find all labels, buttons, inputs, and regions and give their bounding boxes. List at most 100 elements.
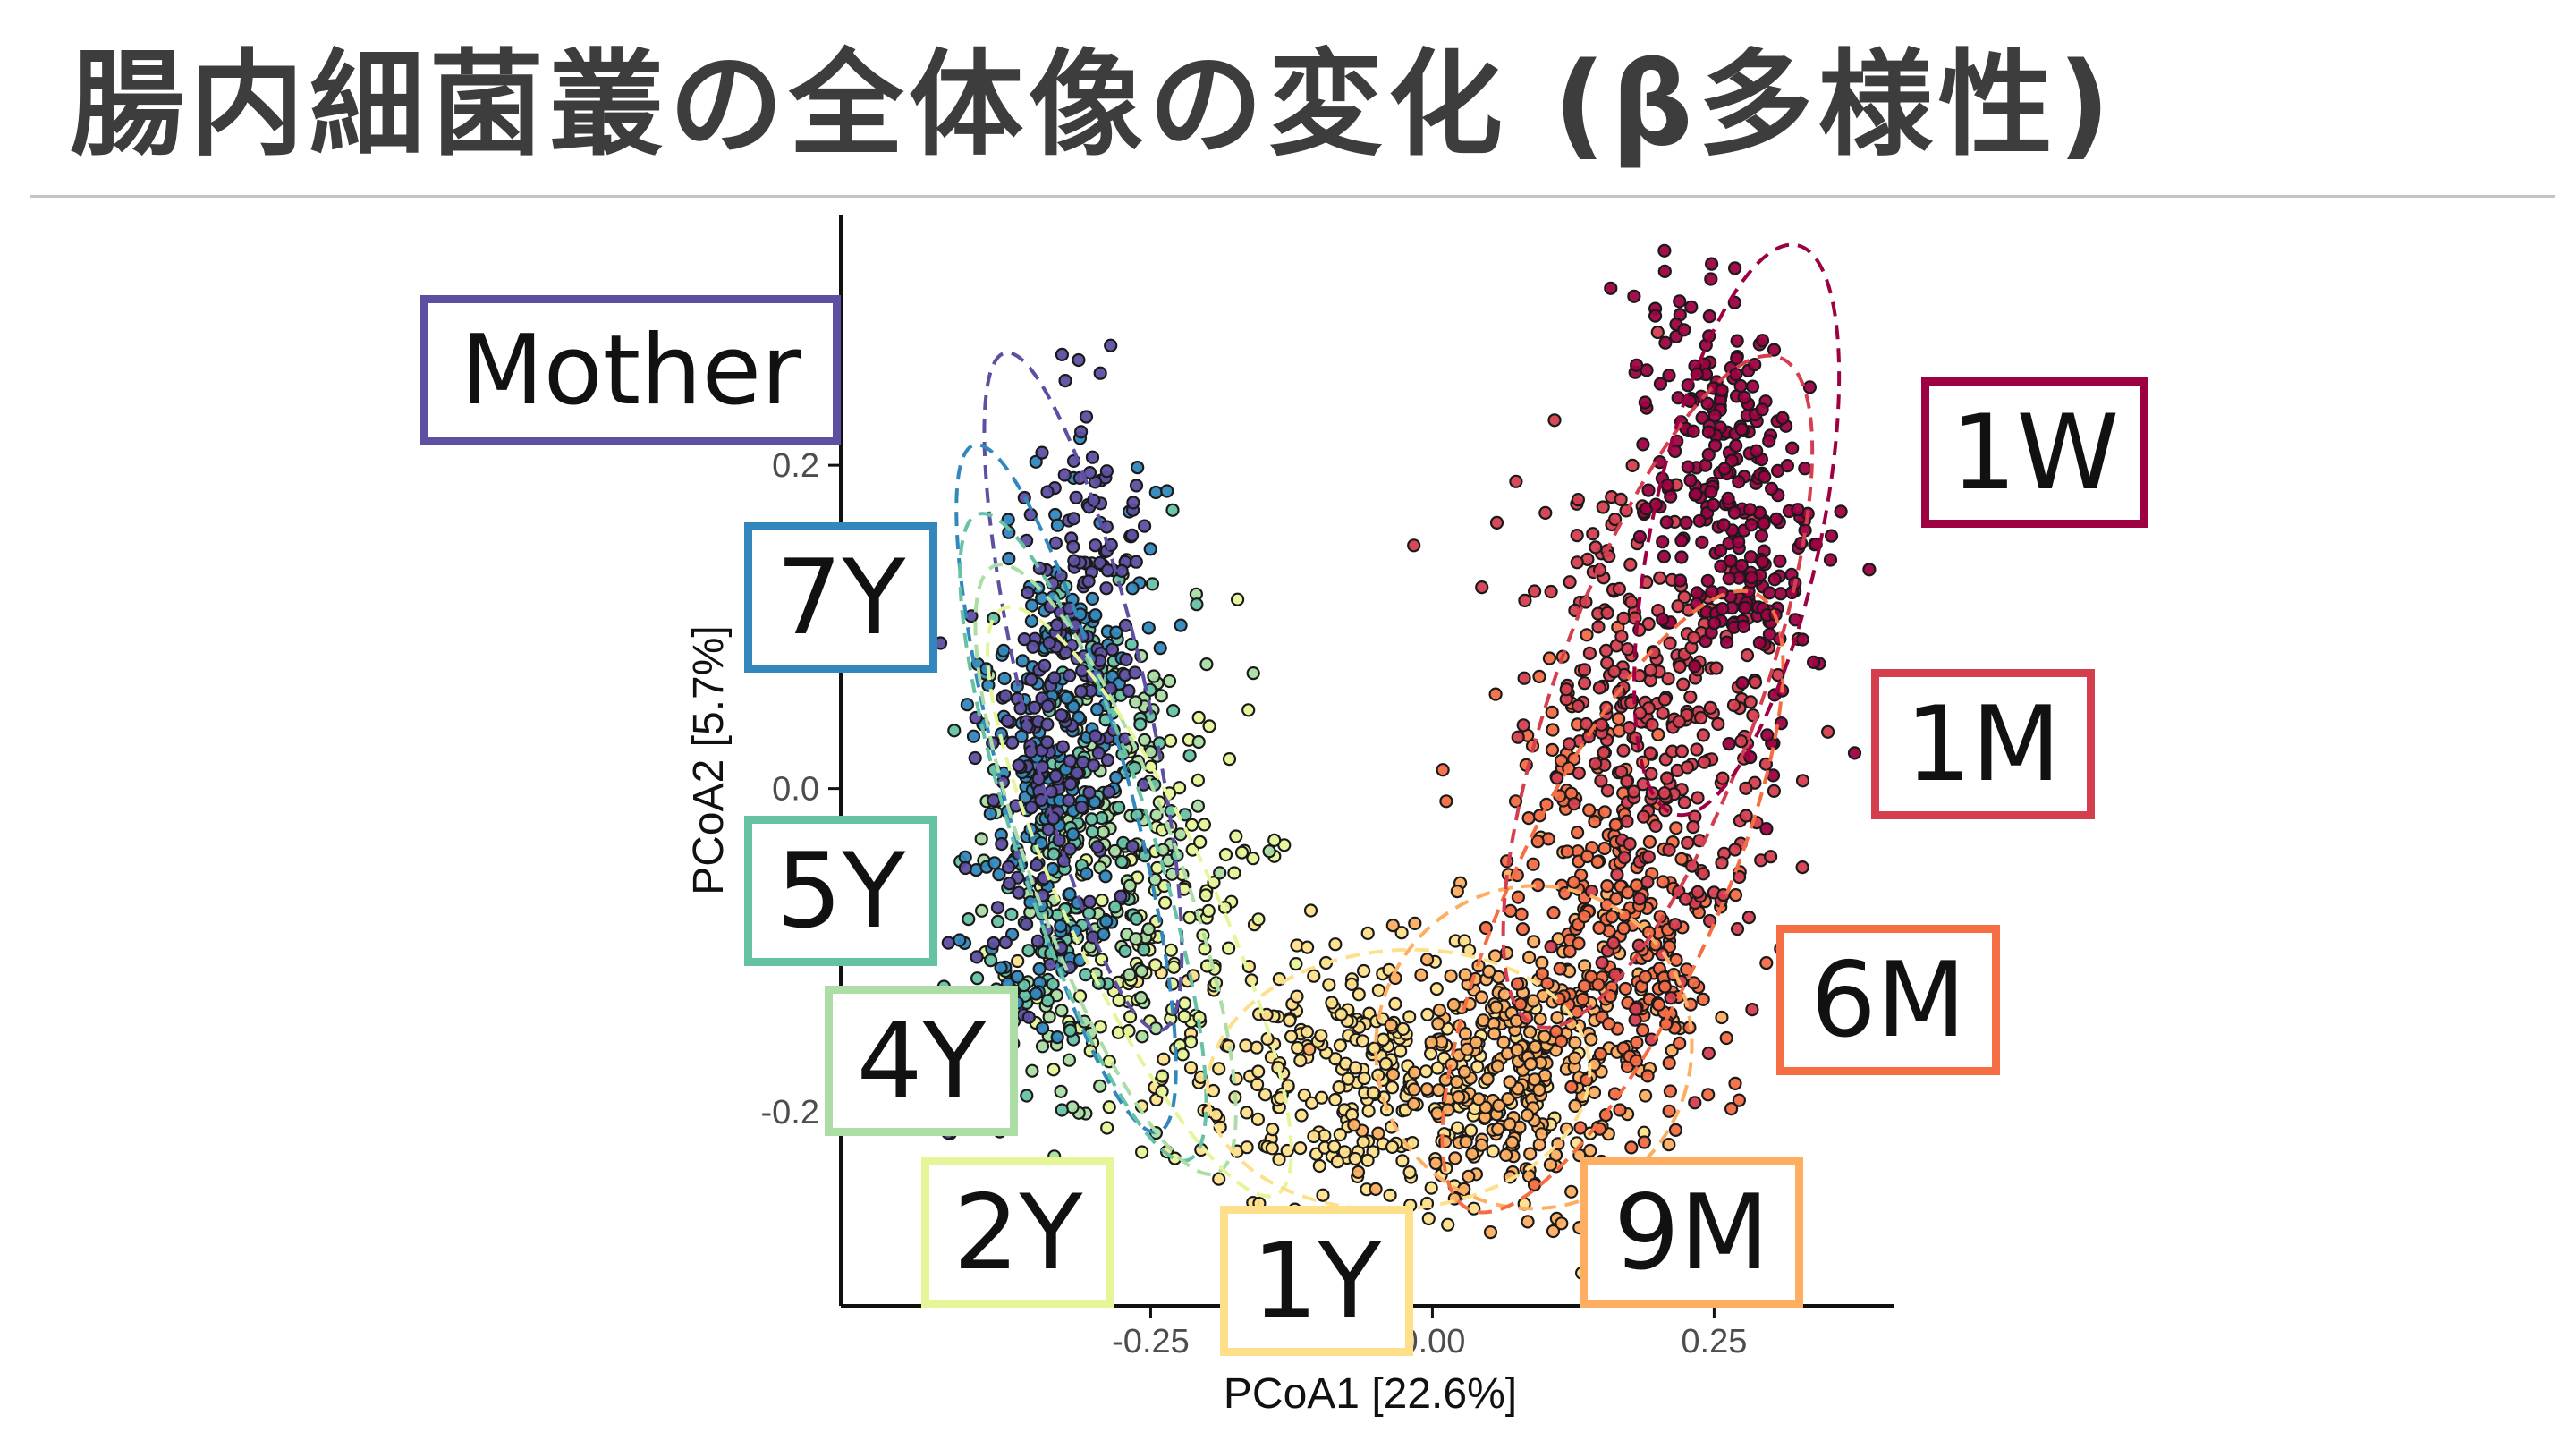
data-point-1w [1653,377,1668,391]
data-point-1y [1430,1061,1445,1075]
data-point-2y [1046,1063,1061,1077]
data-point-mother [1093,366,1107,380]
data-point-1m [1632,706,1648,720]
data-point-7y [1024,614,1039,629]
data-point-1y [1429,981,1444,996]
data-point-5y [1046,977,1060,991]
data-point-1m [1579,716,1594,732]
data-point-7y [1002,551,1016,566]
data-point-2y [1148,958,1163,972]
ellipse-6m [1440,589,1785,1215]
data-point-1m [1728,843,1742,857]
data-point-9m [1448,1151,1462,1165]
data-point-1m [1629,1002,1643,1016]
y-tick-label: -0.2 [761,1094,819,1131]
data-point-1m [1407,538,1421,553]
data-point-1y [1341,1072,1355,1086]
data-point-1m [1690,791,1705,805]
data-point-6m [1546,723,1560,737]
data-point-9m [1491,1122,1505,1137]
data-point-1m [1617,851,1631,865]
data-point-9m [1521,1215,1535,1229]
data-point-1y [1260,1031,1275,1046]
data-point-2y [1222,751,1237,767]
data-point-1m [1643,746,1657,760]
data-point-6m [1582,803,1597,818]
data-point-4y [1129,695,1143,709]
data-point-1w [1724,554,1738,568]
data-point-4y [1147,669,1161,683]
data-point-1w [1638,395,1652,410]
data-point-2y [1155,1069,1170,1083]
data-point-1y [1361,1104,1376,1118]
data-point-6m [1624,1140,1639,1155]
data-point-7y [1054,919,1068,934]
data-point-7y [1141,621,1156,635]
data-point-mother [1102,784,1116,799]
data-point-mother [1105,642,1120,657]
data-point-1m [1571,699,1586,714]
data-point-1w [1736,619,1751,634]
data-point-6m [1540,976,1555,991]
data-point-1m [1597,745,1611,760]
data-point-mother [1104,338,1118,352]
data-point-4y [1054,1084,1068,1098]
data-point-5y [1182,749,1197,763]
y-tick-label: 0.2 [772,447,819,485]
data-point-1m [1686,631,1701,645]
data-point-5y [1081,906,1097,920]
data-point-1y [1385,1140,1400,1155]
ellipse-1y [1205,947,1592,1212]
data-point-1m [1624,595,1639,609]
data-point-mother [1058,646,1073,660]
data-point-1w [1798,462,1812,476]
data-point-mother [1114,564,1129,579]
data-point-1m [1632,892,1647,906]
data-point-1w [1701,425,1716,439]
data-point-9m [1465,1147,1479,1161]
data-point-mother [1114,889,1128,903]
data-point-1y [1402,1165,1417,1180]
data-point-9m [1490,1059,1505,1073]
data-point-4y [1262,844,1276,859]
data-point-7y [1131,460,1145,475]
data-point-1m [1475,580,1489,595]
data-point-5y [1124,637,1139,652]
data-point-1y [1423,1046,1438,1061]
data-point-6m [1542,651,1557,665]
ellipse-5y [958,512,1208,1163]
data-point-6m [1541,832,1555,846]
data-point-1w [1657,264,1672,278]
data-point-mother [1048,536,1063,550]
data-point-9m [1474,1138,1489,1152]
data-point-1m [1518,593,1532,608]
data-point-4y [1246,665,1260,681]
data-point-1y [1206,1083,1221,1098]
data-point-1w [1658,335,1673,350]
data-point-mother [1063,668,1077,682]
data-point-2y [1251,912,1266,927]
data-point-mother [1005,735,1020,750]
data-point-1w [1701,447,1716,462]
data-point-mother [1125,839,1140,853]
data-point-1m [1616,743,1631,758]
data-point-6m [1732,1093,1747,1107]
data-point-1y [1421,1211,1436,1226]
data-point-1m [1732,869,1747,885]
data-point-1w [1700,396,1715,411]
data-point-1y [1328,1092,1343,1107]
data-point-4y [1055,1004,1069,1018]
data-point-1y [1300,1025,1315,1039]
data-point-2y [1175,1047,1190,1062]
data-point-1m [1511,730,1525,744]
data-point-2y [1191,710,1206,724]
data-point-9m [1459,1134,1473,1149]
data-point-mother [1066,539,1080,554]
data-point-1m [1567,797,1581,811]
data-point-6m [1554,1034,1569,1048]
data-point-9m [1715,1010,1729,1025]
data-point-1w [1681,460,1695,474]
data-point-9m [1457,1064,1472,1079]
data-point-4y [974,832,988,846]
data-point-5y [1108,900,1123,914]
